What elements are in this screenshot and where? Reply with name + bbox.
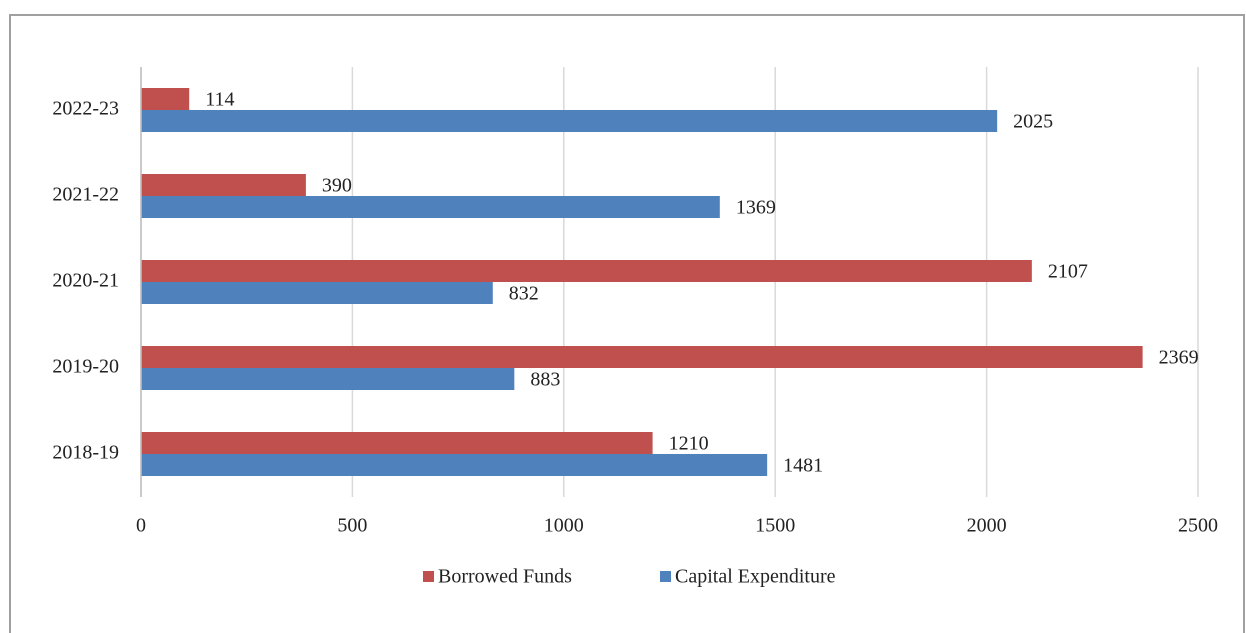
value-label: 1369 [736,197,776,219]
x-tick-label: 2500 [1178,515,1218,537]
value-label: 2107 [1048,261,1088,283]
bar [141,454,768,476]
y-tick-label: 2020-21 [52,270,119,292]
legend-label: Borrowed Funds [438,566,572,588]
x-tick-label: 500 [337,515,367,537]
x-tick-label: 1500 [755,515,795,537]
value-label: 1481 [783,455,823,477]
value-label: 114 [205,89,234,111]
y-tick-label: 2018-19 [52,442,119,464]
bar [141,346,1143,368]
value-label: 1210 [669,433,709,455]
bar [141,260,1032,282]
bar [141,196,720,218]
y-tick-label: 2019-20 [52,356,119,378]
x-tick-label: 0 [136,515,146,537]
value-label: 2369 [1159,347,1199,369]
value-label: 883 [530,369,560,391]
bar [141,282,493,304]
x-tick-label: 1000 [544,515,584,537]
bar [141,88,190,110]
bar [141,368,515,390]
y-tick-label: 2021-22 [52,184,119,206]
legend-swatch [660,571,671,582]
value-label: 832 [509,283,539,305]
value-label: 2025 [1013,111,1053,133]
legend-label: Capital Expenditure [675,566,836,588]
legend-swatch [423,571,434,582]
bar [141,432,653,454]
bar [141,174,306,196]
y-tick-label: 2022-23 [52,98,119,120]
x-tick-label: 2000 [967,515,1007,537]
bar [141,110,998,132]
frame [9,14,1245,633]
value-label: 390 [322,175,352,197]
